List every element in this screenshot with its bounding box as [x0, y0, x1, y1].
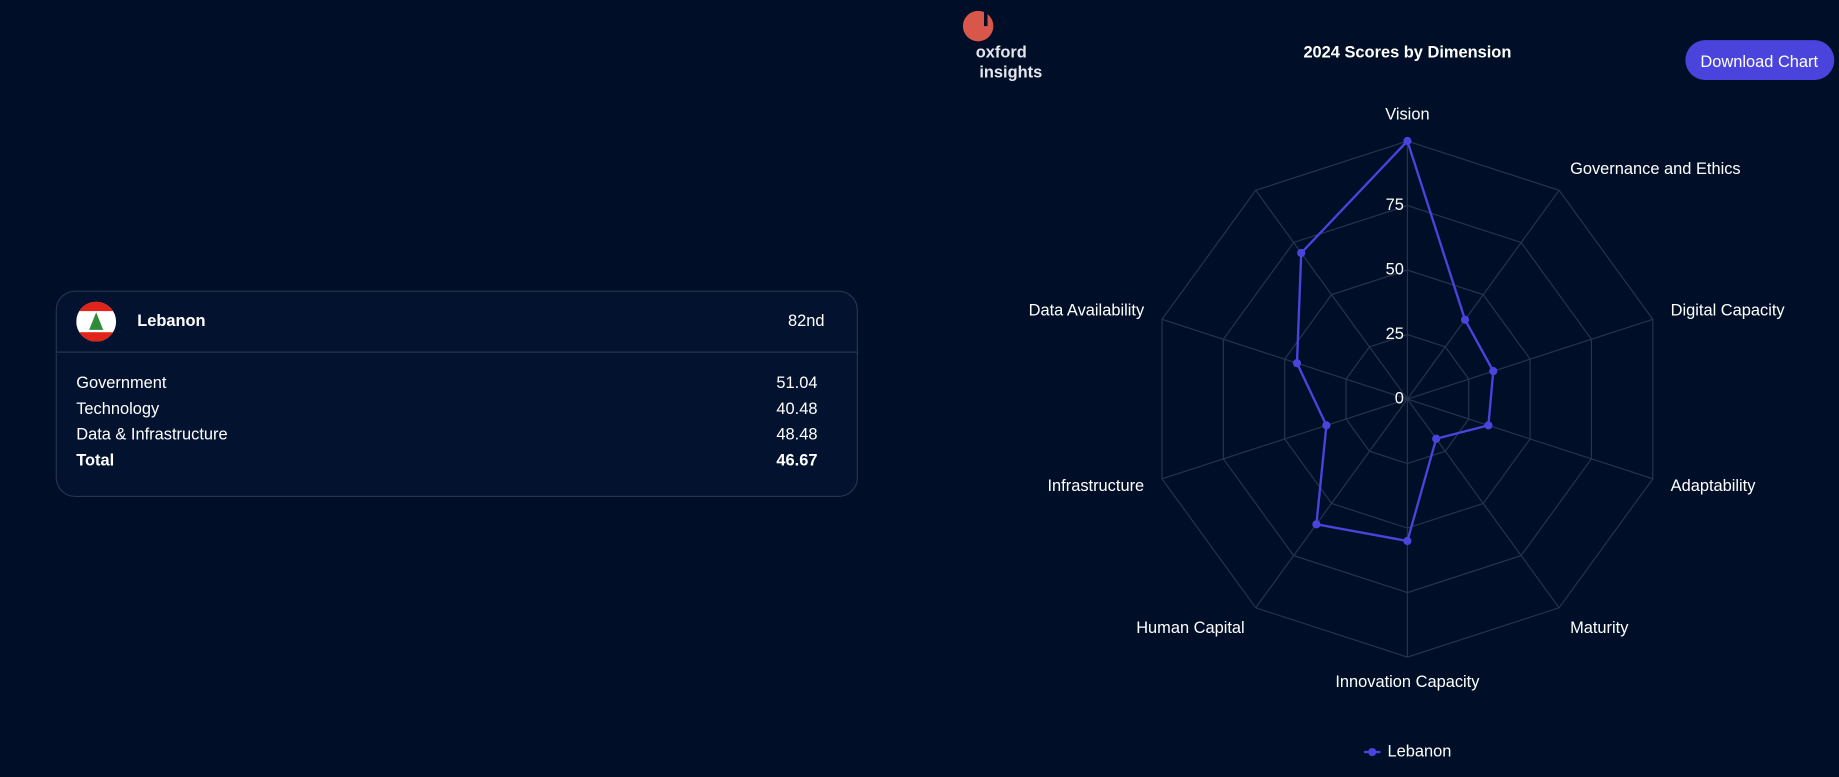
spoke [1161, 398, 1408, 480]
data-point [1403, 136, 1412, 146]
axis-label: Infrastructure [1048, 477, 1145, 495]
data-point [1460, 315, 1470, 324]
data-point [1403, 536, 1412, 546]
axis-label: Adaptability [1671, 477, 1757, 495]
radar-chart: Vision Governance and Ethics Digital Capac… [1029, 106, 1786, 761]
logo: oxford insights [962, 10, 1042, 81]
y-tick-label: 50 [1386, 260, 1404, 278]
y-tick-label: 75 [1386, 196, 1404, 214]
spoke [1406, 398, 1560, 609]
data-point [1297, 248, 1306, 258]
rank: 82nd [788, 312, 825, 330]
card-bg [55, 290, 858, 497]
spoke [1161, 318, 1408, 400]
logo-cut [984, 10, 988, 27]
spoke [1406, 189, 1560, 400]
logo-text: oxford [976, 43, 1027, 61]
data-point [1432, 434, 1441, 443]
logo-text: insights [979, 63, 1042, 81]
row-value: 46.67 [776, 452, 817, 470]
y-tick-label: 0 [1395, 389, 1404, 407]
axis-label: Innovation Capacity [1335, 673, 1480, 691]
legend-marker [1368, 747, 1377, 757]
button-bg[interactable] [1685, 40, 1835, 81]
data-point [1489, 367, 1498, 376]
axis-label: Digital Capacity [1671, 302, 1786, 320]
axis-label: Vision [1385, 106, 1429, 124]
logo-mark [962, 10, 994, 42]
data-point [1312, 520, 1321, 529]
row-value: 40.48 [776, 400, 817, 418]
spoke [1255, 398, 1408, 609]
legend-label: Lebanon [1387, 742, 1451, 760]
row-label: Government [76, 374, 167, 392]
row-label: Total [76, 452, 114, 470]
spoke [1407, 398, 1653, 480]
axis-label: Data Availability [1029, 302, 1145, 320]
data-point [1322, 421, 1331, 430]
spoke [1407, 318, 1653, 400]
data-point [1292, 359, 1302, 368]
row-label: Technology [76, 400, 160, 418]
country-card: Lebanon 82nd Government 51.04 Technology 40… [55, 290, 858, 497]
axis-label: Governance and Ethics [1570, 160, 1741, 178]
data-point [1484, 421, 1493, 430]
button-label[interactable]: Download Chart [1700, 53, 1818, 71]
axis-label: Maturity [1570, 619, 1629, 637]
y-tick-label: 25 [1386, 325, 1404, 343]
country-name: Lebanon [137, 312, 205, 330]
chart-title: 2024 Scores by Dimension [1303, 43, 1511, 61]
spoke [1255, 189, 1408, 400]
download-button[interactable]: Download Chart [1685, 40, 1835, 81]
row-value: 51.04 [776, 374, 817, 392]
axis-label: Human Capital [1136, 619, 1245, 637]
row-label: Data & Infrastructure [76, 426, 227, 444]
flag [76, 301, 117, 342]
row-value: 48.48 [776, 426, 817, 444]
